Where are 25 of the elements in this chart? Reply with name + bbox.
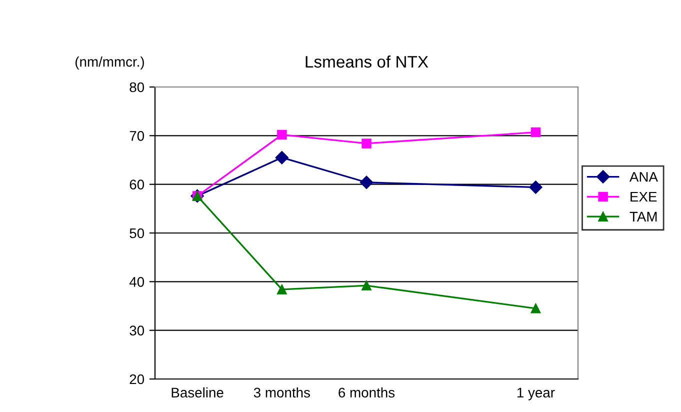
- y-tick-label: 70: [130, 131, 144, 141]
- point: [275, 150, 288, 164]
- point: [277, 284, 287, 294]
- point: [529, 180, 542, 194]
- y-tick-label: 30: [130, 326, 144, 336]
- x-tick-label: 1 year: [517, 388, 555, 400]
- legend-label: EXE: [630, 192, 657, 202]
- point: [362, 280, 372, 290]
- x-tick-label: Baseline: [172, 387, 224, 398]
- y-tick-label: 20: [130, 374, 144, 384]
- point: [360, 176, 374, 189]
- chart-title: Lsmeans of NTX: [306, 55, 428, 68]
- legend-label: ANA: [629, 172, 658, 182]
- y-tick-label: 80: [130, 82, 144, 92]
- point: [530, 127, 541, 138]
- y-axis-title: (nm/mmcr.): [75, 56, 144, 70]
- y-tick-label: 40: [129, 277, 144, 287]
- y-tick-label: 50: [130, 228, 144, 238]
- y-tick-label: 60: [130, 180, 144, 190]
- point: [362, 138, 372, 148]
- legend-label: TAM: [630, 212, 657, 222]
- x-tick-label: 6 months: [338, 387, 395, 398]
- point: [530, 304, 541, 314]
- point: [277, 130, 287, 140]
- x-tick-label: 3 months: [254, 387, 310, 398]
